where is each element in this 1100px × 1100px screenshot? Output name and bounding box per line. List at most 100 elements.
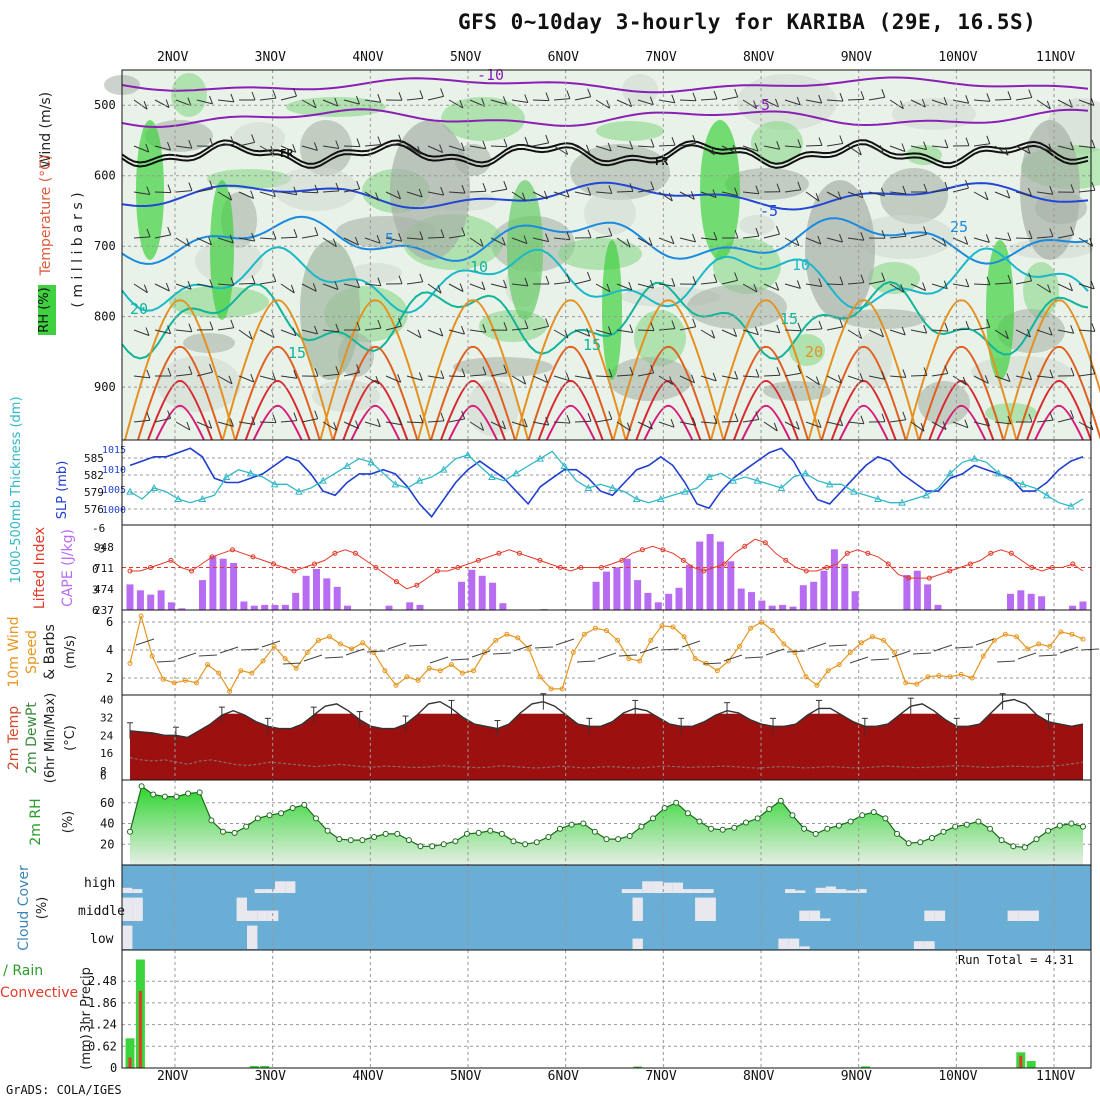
wind-barb-flag bbox=[419, 231, 424, 240]
lifted-point bbox=[250, 554, 256, 560]
wind-barb-flag bbox=[566, 273, 571, 283]
temp-tick: 6 bbox=[100, 770, 107, 783]
wind-barb-flag bbox=[314, 325, 318, 335]
lifted-point bbox=[619, 557, 625, 563]
date-label-top: 2NOV bbox=[157, 50, 188, 65]
wind-barb bbox=[532, 142, 549, 147]
wind-barb-flag bbox=[965, 179, 969, 189]
wind-barb-flag bbox=[734, 413, 739, 422]
wind-barb bbox=[238, 329, 253, 340]
lifted-point bbox=[434, 568, 440, 574]
wind-barb bbox=[385, 237, 402, 242]
date-label-bottom: 8NOV bbox=[743, 1069, 774, 1084]
cape-bar bbox=[716, 541, 724, 610]
wind-barb bbox=[952, 328, 970, 331]
wind-barb-flag bbox=[165, 99, 170, 108]
thickness-point bbox=[753, 476, 762, 484]
wind-speed-point bbox=[205, 662, 211, 668]
warm-arch bbox=[332, 346, 419, 441]
wind-barb bbox=[406, 375, 423, 381]
thickness-point bbox=[536, 454, 544, 462]
wind-barb-flag bbox=[398, 233, 403, 242]
wind-speed-point bbox=[138, 613, 144, 619]
rh-point bbox=[313, 815, 319, 822]
wind-barb bbox=[217, 99, 234, 103]
wind-barb-flag bbox=[1049, 411, 1054, 421]
rh-point bbox=[1045, 827, 1052, 834]
precip-total-bar bbox=[260, 1065, 270, 1068]
wind-barb bbox=[406, 421, 424, 424]
thickness-axis-label: 1000-500mb Thickness (dm) bbox=[9, 396, 24, 583]
wind-barb-flag bbox=[818, 137, 823, 146]
wind-speed-point bbox=[969, 675, 975, 681]
wind-barb bbox=[658, 328, 675, 331]
rh-shade bbox=[171, 73, 207, 117]
date-label-bottom: 6NOV bbox=[548, 1069, 579, 1084]
lifted-point bbox=[271, 561, 276, 567]
wind-speed-point bbox=[637, 658, 643, 664]
wind-barb-flag bbox=[502, 420, 506, 429]
wind-axis-label: Wind (m/s) bbox=[38, 92, 54, 168]
lifted-point bbox=[352, 550, 358, 556]
wind-barb bbox=[784, 99, 801, 106]
precip-total-bar bbox=[125, 1038, 135, 1069]
rh-point bbox=[301, 801, 308, 808]
rh-tick: 60 bbox=[100, 796, 114, 810]
wind-barb bbox=[595, 283, 611, 293]
wind-barb-flag bbox=[734, 88, 739, 98]
rh-shade bbox=[608, 357, 692, 401]
wind-barb-flag bbox=[543, 190, 548, 200]
wind-barb bbox=[175, 145, 192, 149]
wind-barb-flag bbox=[230, 93, 235, 103]
wind-barb-flag bbox=[1048, 143, 1053, 152]
wind-barb bbox=[700, 281, 717, 285]
wind-barb-flag bbox=[1028, 371, 1033, 380]
wind-barb bbox=[364, 421, 381, 428]
wind-barb-flag bbox=[503, 138, 508, 147]
wind-barb-flag bbox=[167, 141, 171, 151]
wind-barb-flag bbox=[776, 141, 781, 150]
rh-point bbox=[336, 836, 343, 843]
wind-speed-point bbox=[581, 631, 587, 637]
thickness-point bbox=[415, 476, 424, 484]
rh-point bbox=[475, 829, 482, 836]
wind-speed-point bbox=[559, 686, 565, 692]
wind-barb bbox=[217, 143, 234, 147]
wind-barb bbox=[742, 375, 760, 378]
surface-wind-barb bbox=[933, 644, 953, 652]
lifted-tick: -6 bbox=[92, 522, 105, 535]
wind-barb bbox=[973, 99, 990, 102]
wind-barb-flag bbox=[985, 234, 990, 243]
rh-point bbox=[603, 836, 610, 843]
temp-tick: 24 bbox=[100, 729, 114, 742]
warm-arch bbox=[448, 404, 498, 441]
wind-barb-flag bbox=[482, 324, 487, 333]
wind-barb-flag bbox=[901, 326, 906, 336]
cape-bar bbox=[292, 592, 300, 610]
wind-barb-flag bbox=[1006, 189, 1011, 199]
wind-barb bbox=[385, 325, 402, 331]
wind-barb bbox=[553, 281, 570, 285]
wind-speed-point bbox=[260, 658, 266, 664]
wind-barb bbox=[427, 95, 444, 101]
wind-barb bbox=[532, 375, 548, 383]
wind-barb bbox=[1078, 145, 1095, 149]
cloud-high-bar bbox=[275, 881, 286, 893]
rh-point bbox=[173, 793, 180, 800]
wind-barb bbox=[826, 421, 843, 427]
wind-barb-flag bbox=[143, 284, 148, 293]
cape-bar bbox=[385, 605, 393, 610]
wind-barb-flag bbox=[356, 180, 361, 190]
surface-wind-barb bbox=[303, 654, 323, 662]
wind-barb-flag bbox=[732, 144, 737, 154]
rh-tick: 20 bbox=[100, 837, 114, 851]
wind-barb-flag bbox=[668, 192, 673, 202]
cape-tick: 711 bbox=[94, 562, 114, 575]
precip-convective-bar bbox=[1019, 1055, 1023, 1068]
temperature-label: 10 bbox=[470, 258, 488, 276]
wind-barb-flag bbox=[962, 376, 967, 386]
rh-point bbox=[708, 825, 715, 832]
warm-arch bbox=[635, 380, 702, 441]
rh-point bbox=[824, 825, 831, 832]
rh-point bbox=[696, 818, 703, 825]
